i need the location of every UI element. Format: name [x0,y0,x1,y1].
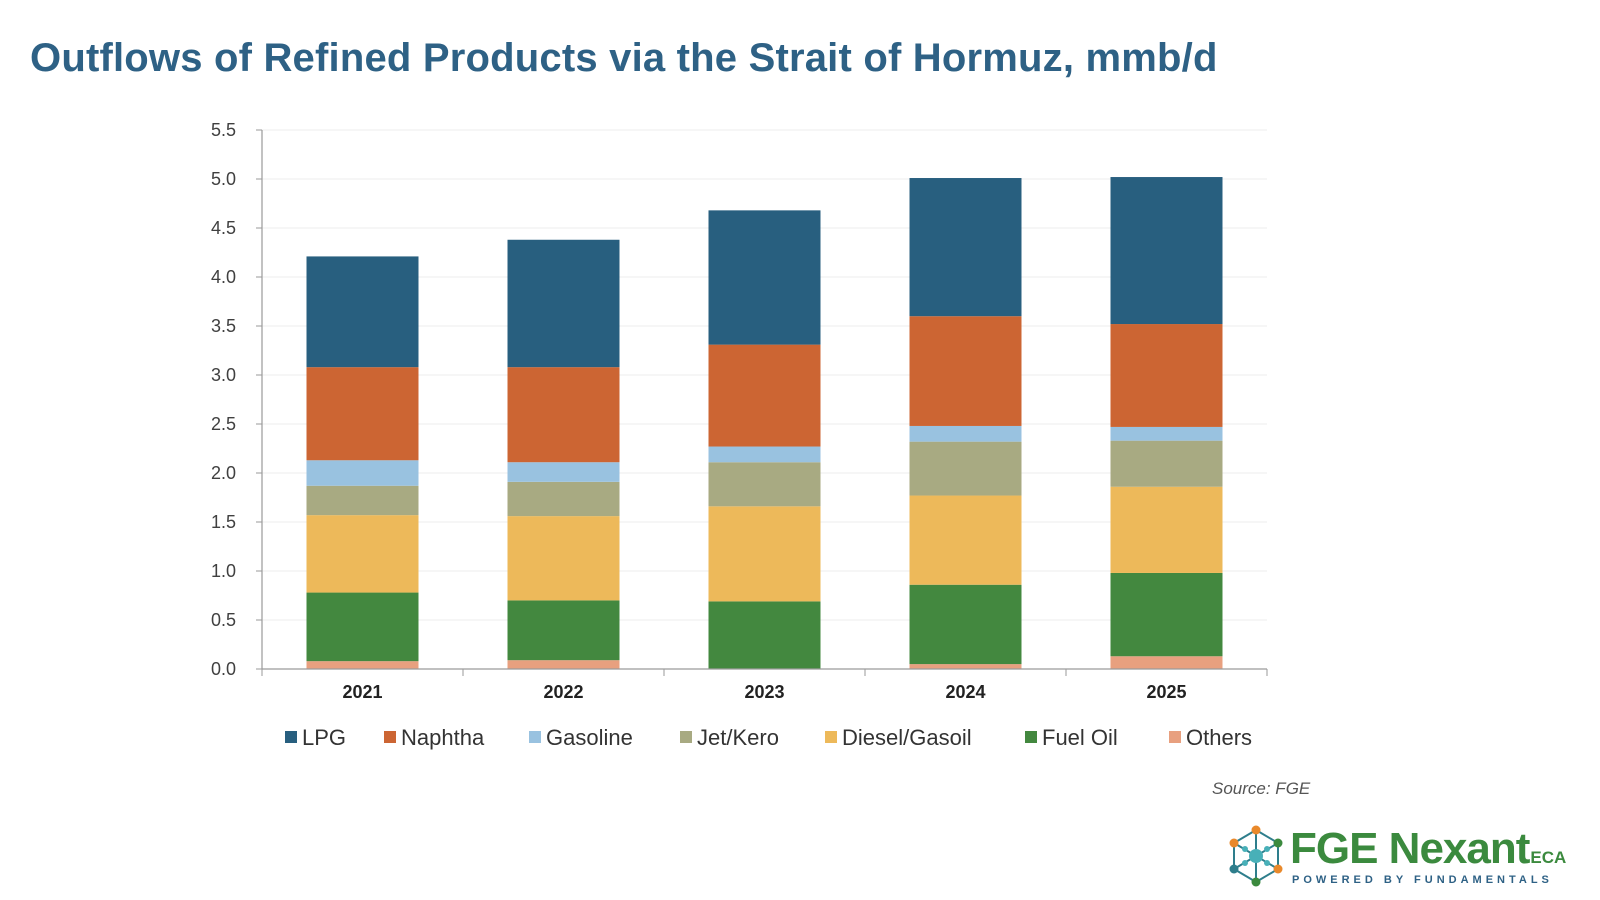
legend-label-others: Others [1186,725,1252,750]
bar-segment-diesel-gasoil-2025 [1110,486,1223,573]
bar-segment-jet-kero-2025 [1110,440,1223,487]
bar-segment-fuel-oil-2023 [708,601,821,669]
bar-segment-lpg-2022 [507,239,620,368]
legend-swatch-gasoline [529,731,541,743]
legend-label-lpg: LPG [302,725,346,750]
bar-segment-naphtha-2023 [708,344,821,447]
x-tick-label: 2025 [1146,682,1186,702]
bar-segment-fuel-oil-2021 [306,592,419,662]
bar-segment-jet-kero-2022 [507,481,620,517]
legend-swatch-diesel-gasoil [825,731,837,743]
logo-wordmark: FGE NexantECA [1290,824,1566,883]
page-title: Outflows of Refined Products via the Str… [30,36,1218,80]
company-logo: FGE NexantECA POWERED BY FUNDAMENTALS [1228,824,1588,890]
chart-axes: 0.0 0.5 1.0 1.5 2.0 2.5 3.0 3.5 4.0 4.5 5.0 5.5 2021… [211,120,1268,702]
bar-segment-fuel-oil-2025 [1110,572,1223,657]
legend-swatch-lpg [285,731,297,743]
logo-network-icon [1229,825,1283,887]
bar-segment-fuel-oil-2024 [909,584,1022,665]
legend-label-naphtha: Naphtha [401,725,485,750]
y-tick-label: 2.0 [211,463,236,483]
bar-segment-diesel-gasoil-2023 [708,506,821,602]
bar-segment-others-2025 [1110,656,1223,669]
bar-segment-gasoline-2022 [507,462,620,482]
y-tick-label: 5.5 [211,120,236,140]
legend-label-fuel-oil: Fuel Oil [1042,725,1118,750]
y-tick-label: 4.5 [211,218,236,238]
bar-segment-diesel-gasoil-2024 [909,495,1022,585]
bar-segment-lpg-2024 [909,178,1022,317]
y-tick-label: 4.0 [211,267,236,287]
legend-swatch-others [1169,731,1181,743]
y-tick-label: 1.0 [211,561,236,581]
x-tick-label: 2022 [543,682,583,702]
bar-segment-gasoline-2023 [708,446,821,463]
x-tick-label: 2021 [342,682,382,702]
legend-label-gasoline: Gasoline [546,725,633,750]
legend-swatch-naphtha [384,731,396,743]
legend-label-jet-kero: Jet/Kero [697,725,779,750]
x-tick-label: 2023 [744,682,784,702]
bar-segment-gasoline-2021 [306,460,419,486]
bar-segment-fuel-oil-2022 [507,600,620,661]
bar-segment-gasoline-2025 [1110,426,1223,441]
bar-segment-others-2024 [909,664,1022,669]
logo-suffix-text: ECA [1530,848,1567,867]
y-tick-label: 0.5 [211,610,236,630]
legend-label-diesel-gasoil: Diesel/Gasoil [842,725,972,750]
bar-segment-diesel-gasoil-2021 [306,515,419,593]
logo-name-text: FGE Nexant [1290,824,1530,873]
bar-segment-gasoline-2024 [909,425,1022,442]
chart-source: Source: FGE [1212,779,1311,798]
y-tick-label: 3.5 [211,316,236,336]
bar-segment-naphtha-2021 [306,367,419,461]
bar-segment-others-2022 [507,660,620,669]
bar-segment-lpg-2021 [306,256,419,368]
bar-segment-naphtha-2024 [909,316,1022,426]
y-tick-label: 3.0 [211,365,236,385]
bar-segment-naphtha-2022 [507,367,620,463]
bar-segment-lpg-2023 [708,210,821,345]
y-tick-label: 1.5 [211,512,236,532]
logo-tagline: POWERED BY FUNDAMENTALS [1292,874,1553,886]
chart-legend: LPG Naphtha Gasoline Jet/Kero Diesel/Gasoil F… [285,725,1252,750]
y-tick-label: 5.0 [211,169,236,189]
bar-segment-lpg-2025 [1110,177,1223,325]
chart-bars [306,177,1223,669]
legend-swatch-fuel-oil [1025,731,1037,743]
bar-segment-naphtha-2025 [1110,324,1223,427]
legend-swatch-jet-kero [680,731,692,743]
bar-segment-jet-kero-2024 [909,441,1022,496]
y-tick-label: 2.5 [211,414,236,434]
y-tick-label: 0.0 [211,659,236,679]
bar-segment-diesel-gasoil-2022 [507,516,620,601]
x-tick-label: 2024 [945,682,985,702]
bar-segment-jet-kero-2021 [306,485,419,516]
bar-segment-others-2021 [306,661,419,669]
bar-segment-jet-kero-2023 [708,462,821,507]
